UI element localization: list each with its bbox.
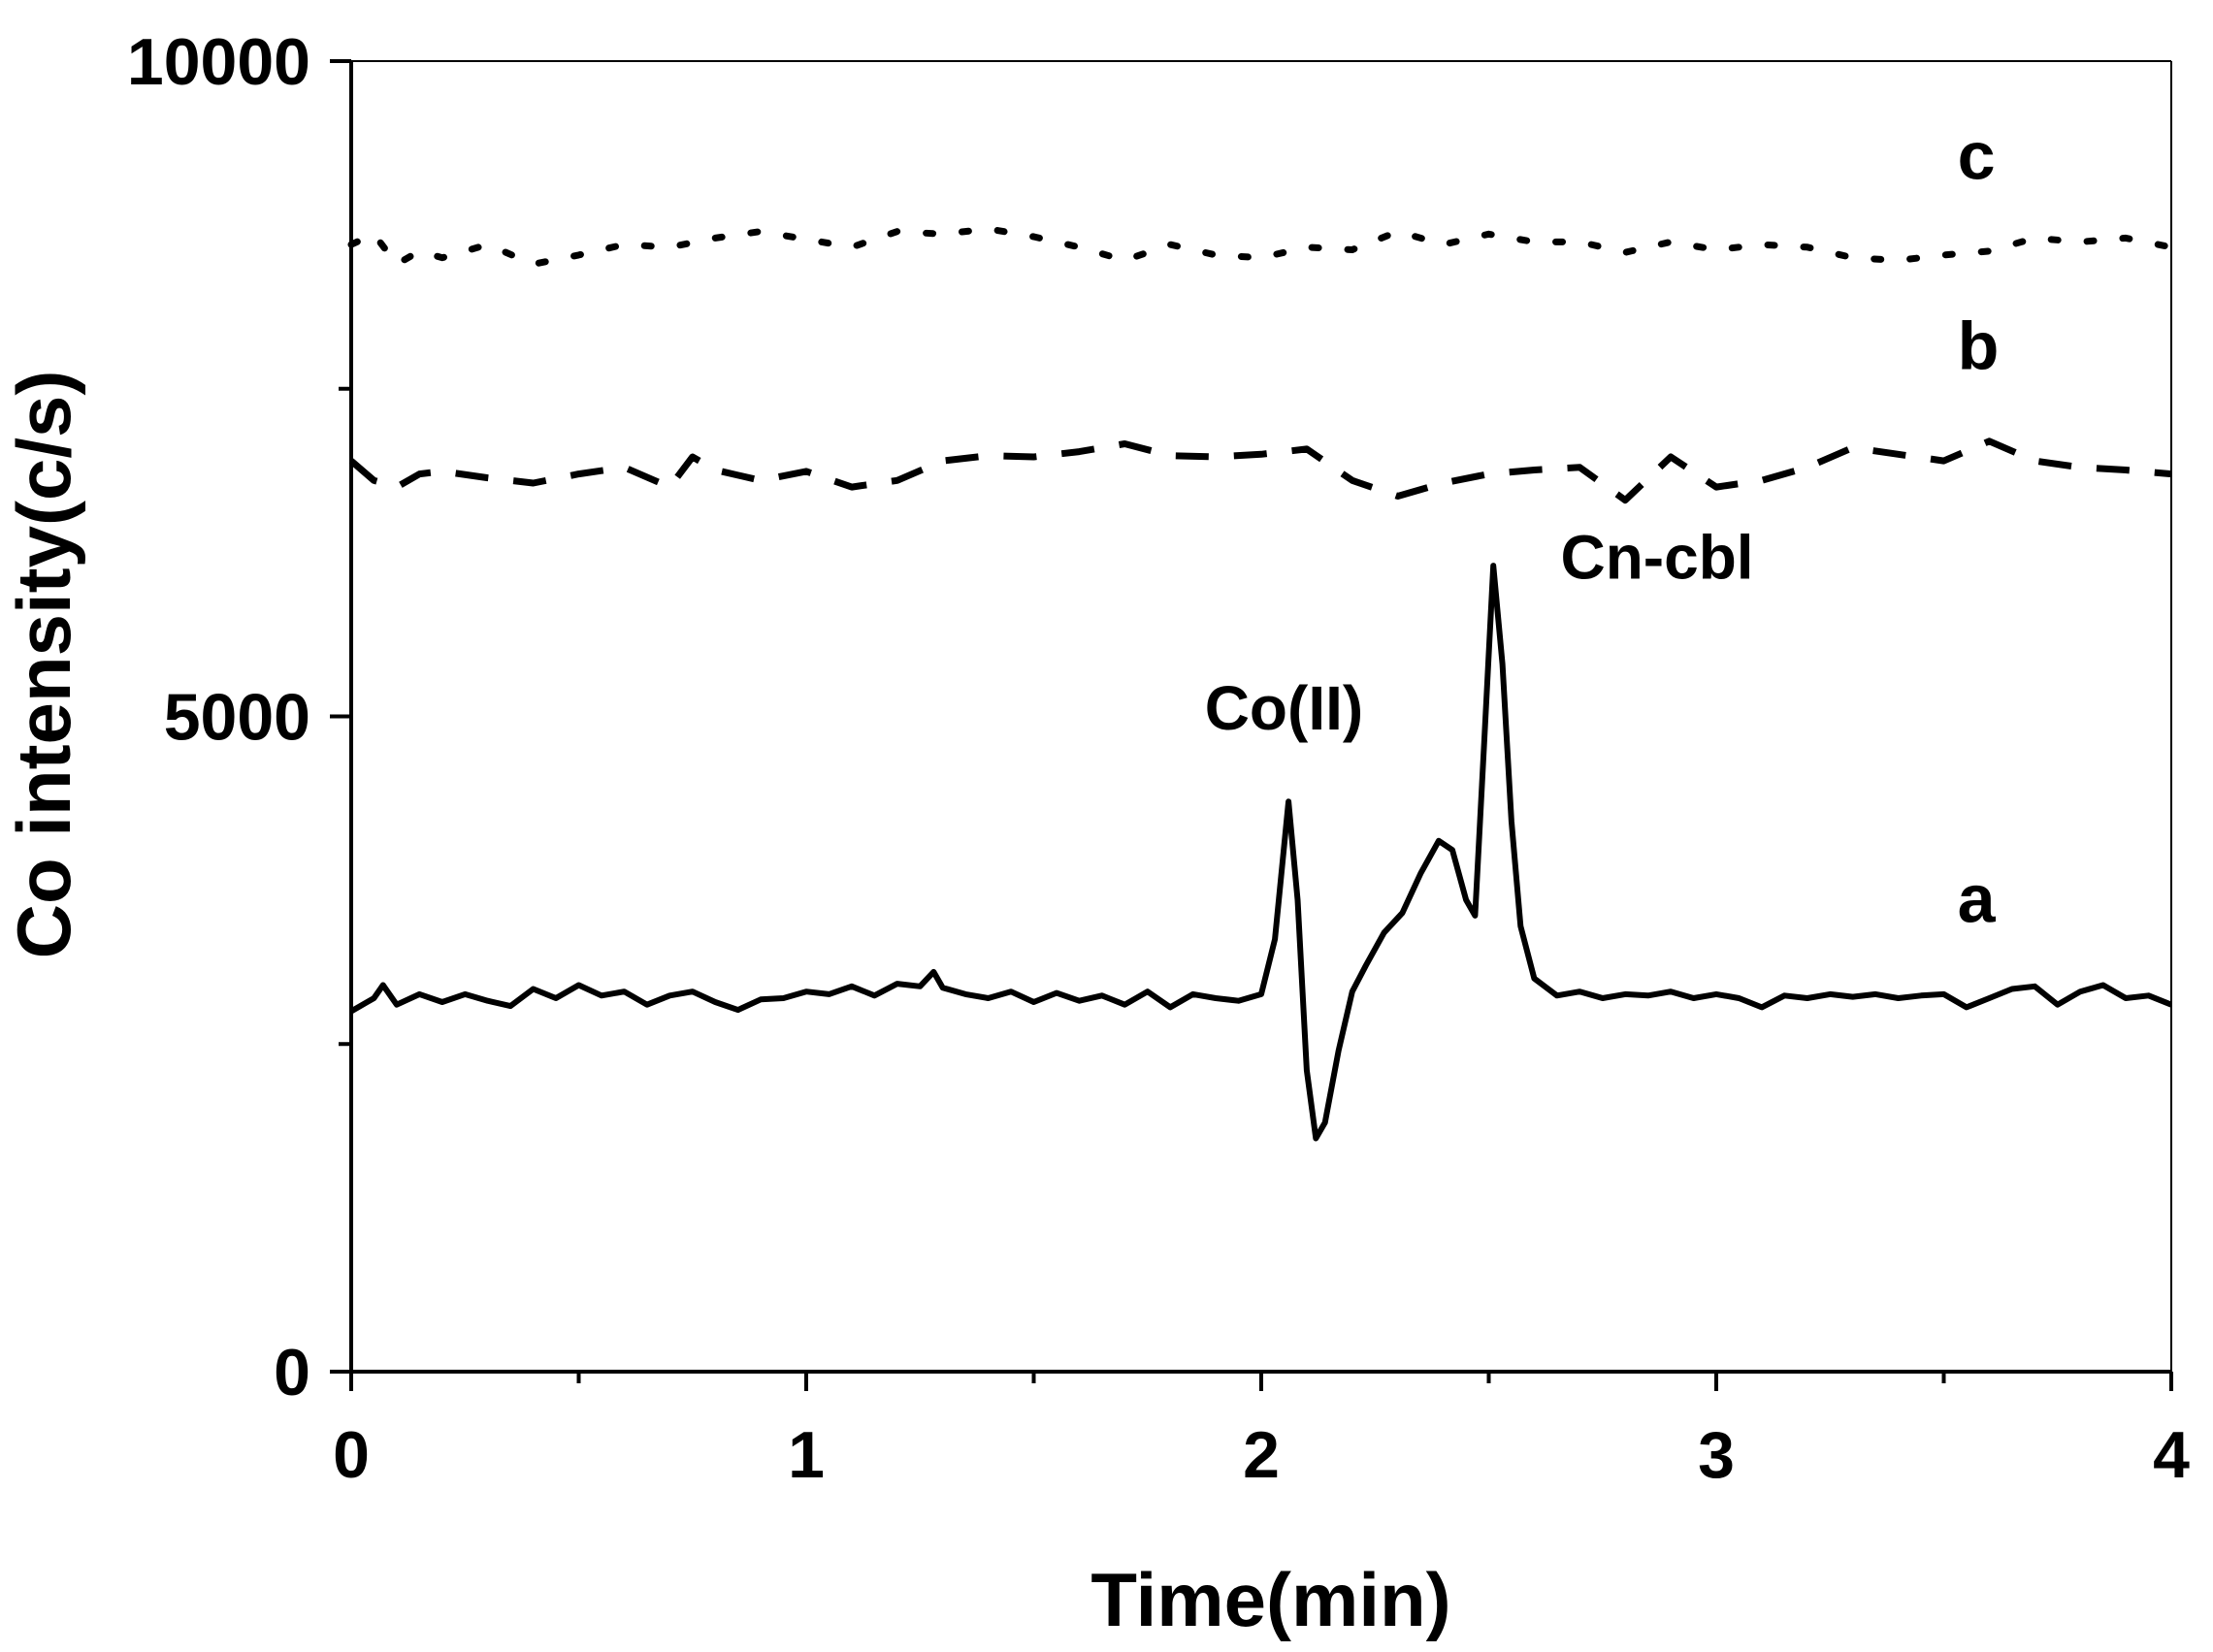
x-tick-label: 1 xyxy=(788,1418,825,1492)
y-tick-label: 0 xyxy=(274,1336,310,1409)
series-a-line xyxy=(349,563,2173,1142)
y-axis-title: Co intensity(c/s) xyxy=(1,371,86,959)
x-tick-label: 4 xyxy=(2153,1418,2190,1492)
series-label-b: b xyxy=(1958,308,2000,383)
x-tick-label: 0 xyxy=(333,1418,370,1492)
x-tick-label: 3 xyxy=(1698,1418,1735,1492)
series-label-c: c xyxy=(1958,118,1996,194)
annotations: Co(II) Cn-cbl c b a xyxy=(1205,118,2000,937)
y-tick-label: 5000 xyxy=(164,681,310,755)
peak-label: Cn-cbl xyxy=(1560,523,1753,593)
x-axis-title: Time(min) xyxy=(1090,1557,1450,1642)
axis-ticks xyxy=(330,59,2173,1391)
series-label-a: a xyxy=(1958,861,1997,937)
tick-labels: 0 1 2 3 4 0 5000 10000 xyxy=(127,25,2190,1492)
y-tick-label: 10000 xyxy=(127,25,310,99)
series-b-line xyxy=(348,437,2172,504)
peak-label: Co(II) xyxy=(1205,673,1364,743)
x-tick-label: 2 xyxy=(1243,1418,1280,1492)
series-c-line xyxy=(347,225,2175,268)
series-layer xyxy=(347,225,2175,1142)
